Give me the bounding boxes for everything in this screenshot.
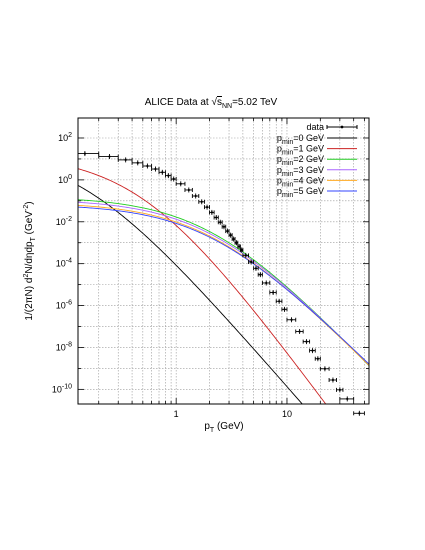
x-axis-label: pT (GeV) [204,421,243,434]
x-tick-label: 1 [174,409,179,419]
data-point [254,267,258,270]
data-point [154,167,157,171]
y-tick-label: 10-8 [56,341,72,352]
y-tick-label: 10-4 [56,258,72,269]
legend-label: pmin=2 GeV [277,154,324,167]
data-point [259,273,262,276]
data-point [331,378,335,382]
plot-frame [77,117,370,405]
axis-ticks [78,118,369,404]
data-point [172,177,175,181]
data-point [222,225,226,228]
data-point [358,412,361,415]
data-point [215,216,218,219]
legend-label: pmin=4 GeV [277,175,324,188]
fit-curve-p-min-5-gev [78,206,369,365]
data-point [240,248,243,252]
data-point [346,397,349,401]
y-tick-label: 10-10 [52,383,72,394]
data-point [219,221,222,224]
chart-title: ALICE Data at √sNN=5.02 TeV [145,96,278,110]
legend-label-data: data [306,122,324,132]
fit-curves [78,168,369,404]
data-point [229,234,232,237]
data-point [311,349,314,352]
data-point [179,182,182,185]
legend-swatch-data-point [340,125,344,129]
fit-curve-p-min-4-gev [78,204,369,366]
tick-labels: 1 10 102 100 10-2 10-4 10-6 10-8 10-10 [52,132,292,419]
data-point [298,330,301,333]
data-point [187,188,190,192]
y-tick-label: 10-2 [56,216,72,227]
grid-lines [78,118,369,404]
data-point [238,245,241,248]
data-point [210,211,213,214]
data-point [83,152,86,155]
legend-label: pmin=3 GeV [277,165,324,178]
y-tick-label: 10-6 [56,300,72,311]
data-point [338,388,341,391]
data-point [290,318,293,321]
data-point [200,200,203,203]
data-point [108,155,111,158]
data-point [161,171,164,174]
legend-label: pmin=1 GeV [277,144,324,157]
data-point [305,340,308,343]
fit-curve-p-min-1-gev [78,168,327,404]
data-point [194,194,197,198]
data-point [265,281,268,285]
data-point [278,300,281,303]
data-point [316,357,319,360]
data-points [77,151,365,416]
data-point [283,308,286,311]
data-point [250,260,253,264]
x-tick-label: 10 [282,409,292,419]
legend-label: pmin=0 GeV [277,133,324,146]
data-point [232,237,235,241]
legend-label: pmin=5 GeV [277,186,324,199]
y-tick-label: 102 [58,132,72,143]
data-point [124,158,127,161]
data-point [244,254,247,257]
data-point [235,241,238,244]
y-axis-label: 1/(2πN) d2N/dηdpT (GeV-2) [23,201,37,320]
data-point [167,174,170,177]
y-tick-label: 100 [58,174,72,185]
data-point [136,161,139,164]
data-point [323,367,327,370]
data-point [146,164,149,168]
data-point [205,206,209,209]
data-point [226,229,229,233]
fit-curve-p-min-2-gev [78,199,369,367]
data-point [272,291,275,294]
fit-curve-p-min-0-gev [78,184,303,404]
